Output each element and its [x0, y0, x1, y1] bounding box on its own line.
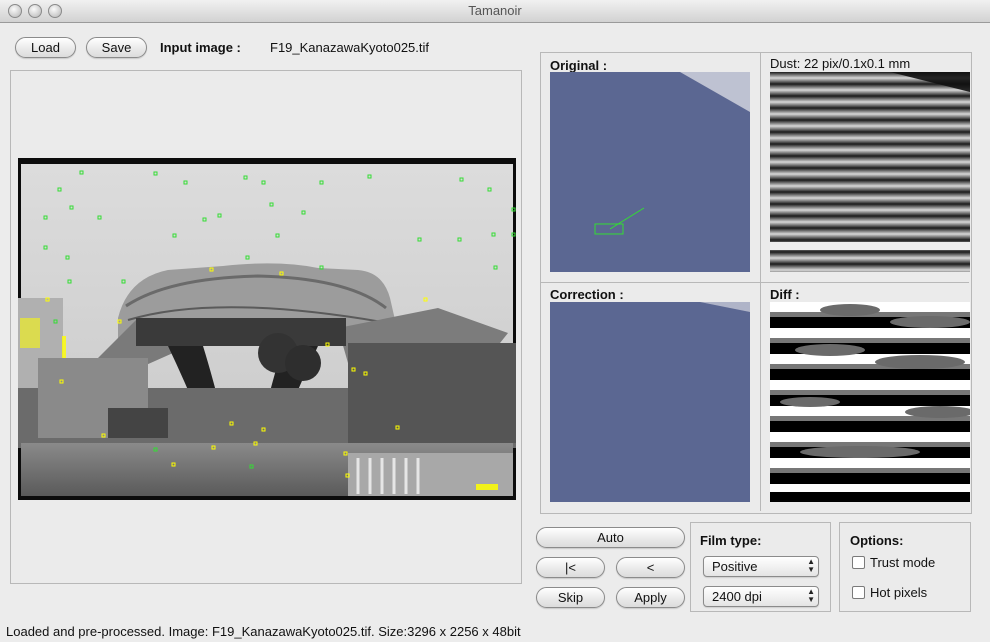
first-dust-button[interactable]: |<	[536, 557, 605, 578]
dpi-select[interactable]: 2400 dpi ▲ ▼	[703, 586, 819, 607]
dpi-value: 2400 dpi	[712, 589, 762, 604]
film-type-label: Film type:	[700, 533, 762, 548]
zoom-window-button[interactable]	[48, 4, 62, 18]
main-image-pane	[10, 70, 522, 584]
select-arrows-icon: ▲ ▼	[807, 557, 815, 574]
dust-info-label: Dust: 22 pix/0.1x0.1 mm	[770, 56, 911, 71]
diff-preview	[770, 302, 970, 502]
hot-pixels-checkbox[interactable]	[852, 586, 865, 599]
input-image-label: Input image :	[160, 40, 241, 55]
main-image[interactable]	[18, 158, 516, 500]
trust-mode-checkbox[interactable]	[852, 556, 865, 569]
select-arrows-icon: ▲ ▼	[807, 587, 815, 604]
original-preview[interactable]	[550, 72, 750, 272]
film-type-value: Positive	[712, 559, 758, 574]
correction-label: Correction :	[550, 287, 624, 302]
auto-button[interactable]: Auto	[536, 527, 685, 548]
diff-label: Diff :	[770, 287, 800, 302]
dust-preview	[770, 72, 970, 272]
minimize-window-button[interactable]	[28, 4, 42, 18]
apply-button[interactable]: Apply	[616, 587, 685, 608]
skip-button[interactable]: Skip	[536, 587, 605, 608]
load-button[interactable]: Load	[15, 37, 76, 58]
correction-preview	[550, 302, 750, 502]
trust-mode-label: Trust mode	[870, 555, 936, 570]
window-title: Tamanoir	[468, 3, 522, 18]
options-label: Options:	[850, 533, 904, 548]
preview-divider-horizontal	[541, 282, 969, 283]
title-bar: Tamanoir	[0, 0, 990, 23]
original-label: Original :	[550, 58, 608, 73]
close-window-button[interactable]	[8, 4, 22, 18]
film-type-select[interactable]: Positive ▲ ▼	[703, 556, 819, 577]
status-bar: Loaded and pre-processed. Image: F19_Kan…	[6, 624, 521, 639]
input-filename: F19_KanazawaKyoto025.tif	[270, 40, 429, 55]
previous-dust-button[interactable]: <	[616, 557, 685, 578]
save-button[interactable]: Save	[86, 37, 147, 58]
hot-pixels-label: Hot pixels	[870, 585, 928, 600]
